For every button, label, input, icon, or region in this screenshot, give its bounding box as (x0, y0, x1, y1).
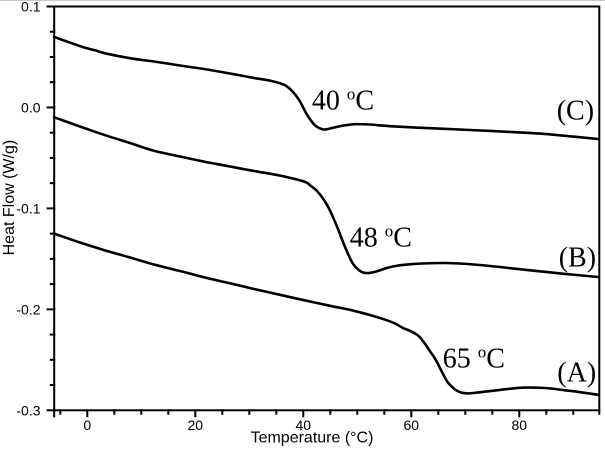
svg-text:-0.2: -0.2 (16, 301, 40, 317)
svg-text:20: 20 (188, 417, 204, 433)
svg-text:Temperature (°C): Temperature (°C) (251, 430, 374, 447)
svg-text:(B): (B) (559, 242, 596, 273)
svg-text:(A): (A) (557, 357, 596, 388)
svg-text:(C): (C) (557, 96, 594, 127)
svg-text:60: 60 (404, 417, 420, 433)
svg-text:-0.1: -0.1 (16, 200, 40, 216)
svg-text:65 oC: 65 oC (443, 343, 505, 375)
svg-text:Heat Flow (W/g): Heat Flow (W/g) (1, 140, 18, 256)
svg-text:40 oC: 40 oC (312, 85, 374, 117)
svg-text:80: 80 (512, 417, 528, 433)
svg-text:0.1: 0.1 (21, 0, 41, 15)
svg-text:0: 0 (83, 417, 91, 433)
svg-text:40: 40 (296, 417, 312, 433)
svg-text:0.0: 0.0 (21, 100, 41, 116)
svg-text:48 oC: 48 oC (350, 222, 412, 254)
svg-text:-0.3: -0.3 (16, 402, 40, 418)
